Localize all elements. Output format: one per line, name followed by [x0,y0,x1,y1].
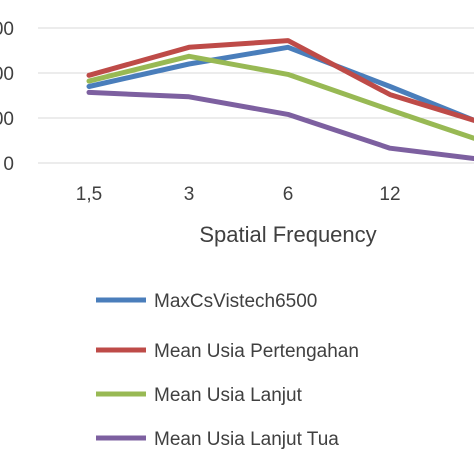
legend: MaxCsVistech6500 Mean Usia Pertengahan Mea… [96,291,359,450]
x-tick-label: 6 [283,184,294,205]
y-tick-label: 000 [0,64,14,85]
x-tick-label: 12 [379,184,400,205]
series-line [86,38,474,123]
series-line [86,53,474,141]
series-line [86,89,474,161]
y-axis-gridlines [38,27,474,164]
x-tick-label: 1,5 [76,184,102,205]
x-tick-labels: 1,5 3 6 12 [76,184,401,205]
series-lines [86,38,474,161]
y-tick-label: 000 [0,19,14,40]
y-tick-label: 0 [3,154,14,175]
y-tick-labels: 000 000 000 0 [0,19,14,175]
x-tick-label: 3 [184,184,195,205]
legend-label: Mean Usia Pertengahan [154,341,359,362]
legend-label: MaxCsVistech6500 [154,291,317,312]
series-line [86,44,474,123]
legend-label: Mean Usia Lanjut [154,385,303,406]
x-axis-label: Spatial Frequency [199,222,376,247]
y-tick-label: 000 [0,109,14,130]
legend-label: Mean Usia Lanjut Tua [154,429,339,450]
